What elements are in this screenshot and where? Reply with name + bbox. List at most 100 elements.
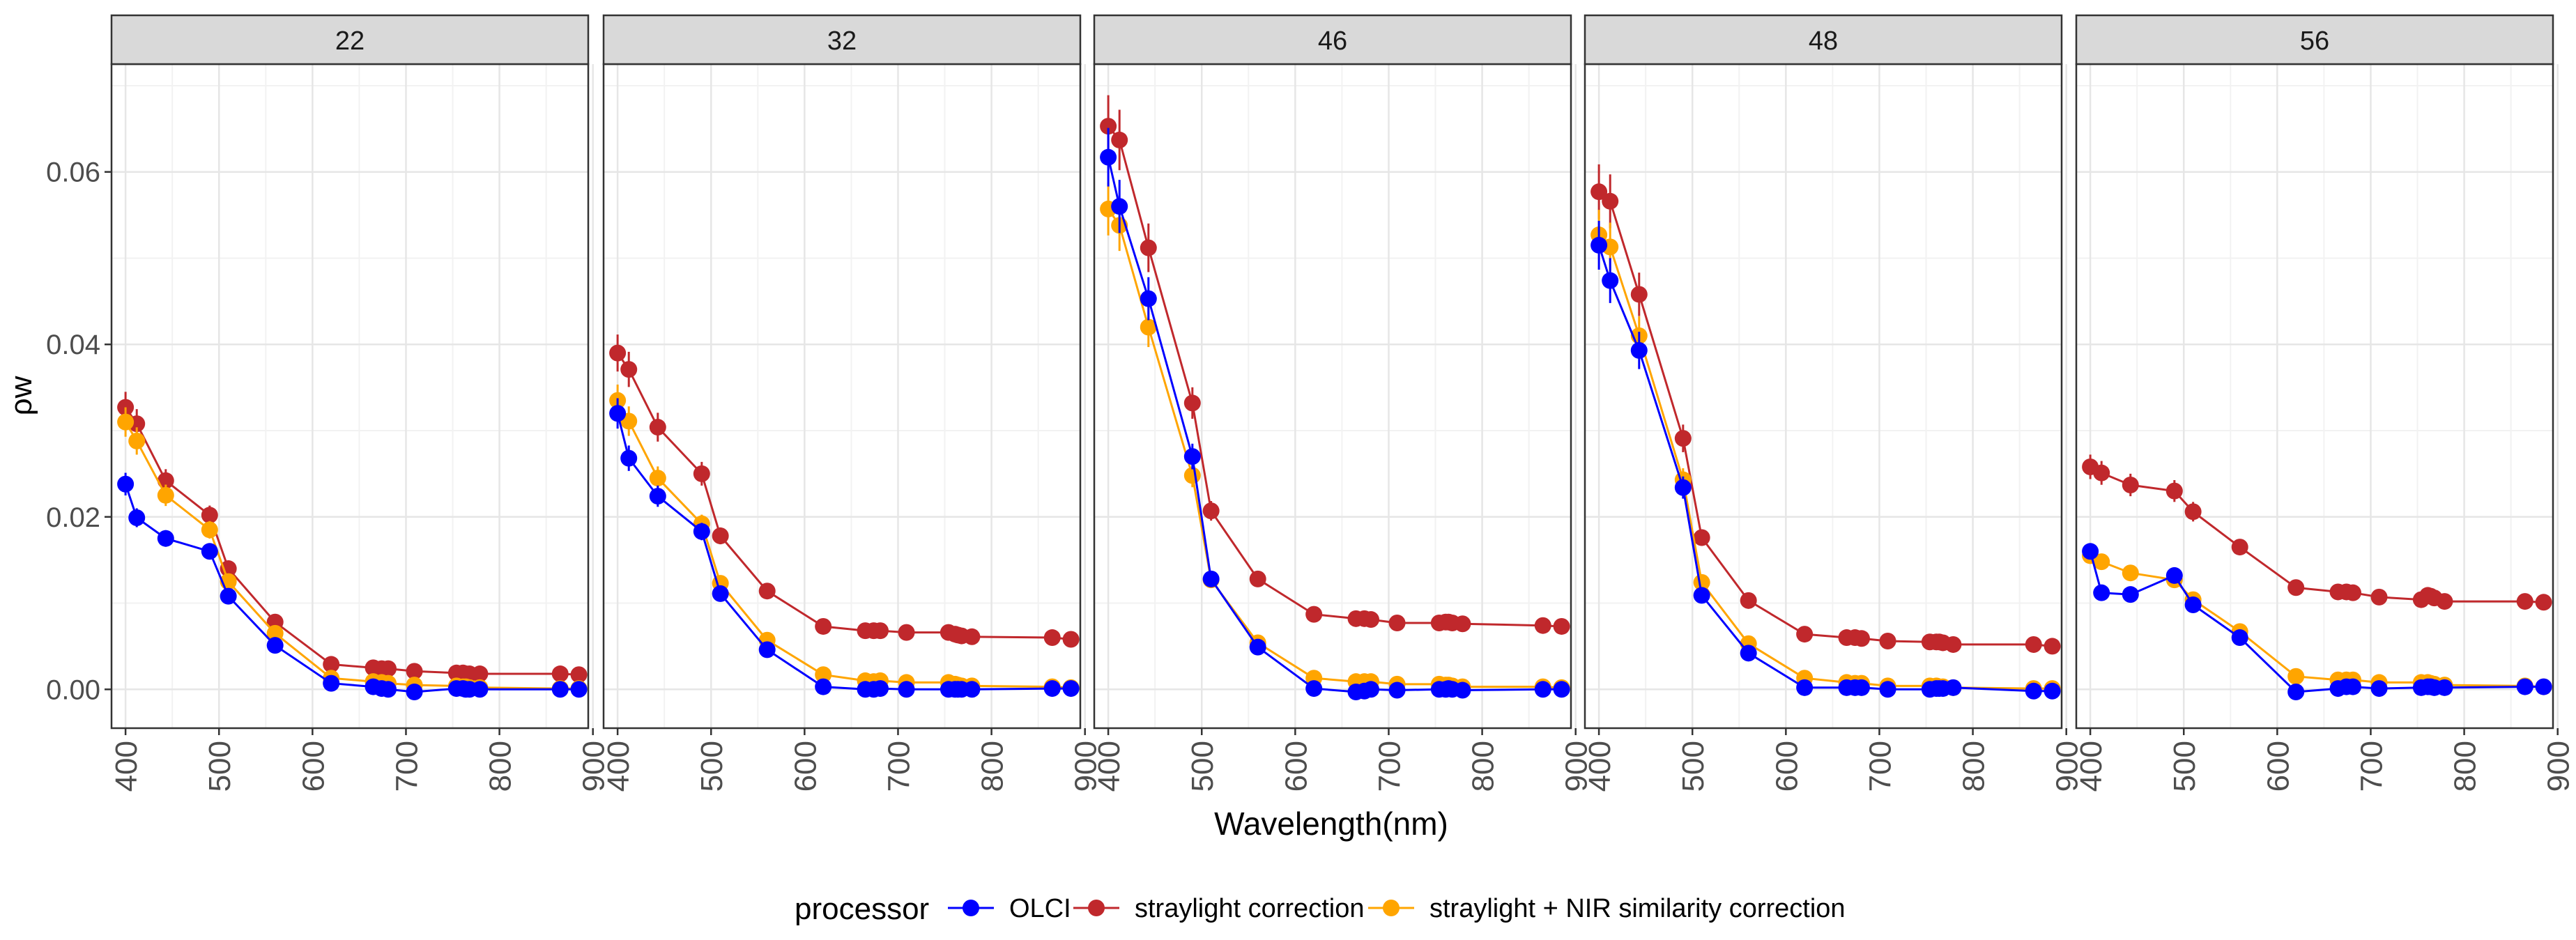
data-point — [2370, 588, 2388, 606]
data-point — [1693, 573, 1710, 591]
x-tick-label: 900 — [2542, 741, 2576, 792]
facet-strip — [2075, 14, 2554, 66]
data-point — [1674, 430, 1692, 447]
data-point — [2370, 680, 2388, 698]
data-point — [1043, 680, 1061, 698]
data-point — [1590, 183, 1608, 201]
data-point — [1945, 679, 1962, 696]
data-point — [1100, 148, 1117, 166]
x-tick-label: 600 — [788, 741, 822, 792]
data-point — [1062, 631, 1080, 648]
data-point — [1945, 635, 1962, 653]
data-point — [1693, 529, 1710, 546]
data-point — [1043, 629, 1061, 647]
data-point — [649, 470, 666, 487]
data-point — [201, 507, 218, 524]
x-tick-label: 800 — [484, 741, 518, 792]
data-point — [117, 475, 135, 493]
data-point — [1305, 606, 1323, 623]
x-tick-label: 800 — [1957, 741, 1991, 792]
data-point — [1630, 286, 1648, 303]
data-point — [1140, 239, 1157, 256]
data-point — [157, 472, 174, 489]
data-point — [620, 449, 638, 467]
data-point — [220, 587, 237, 605]
y-axis: 0.00 0.02 0.04 0.06 — [46, 157, 112, 705]
data-point — [117, 413, 135, 431]
data-point — [1183, 448, 1201, 465]
data-point — [570, 681, 588, 698]
data-point — [1693, 587, 1710, 604]
data-point — [128, 509, 146, 527]
panel-background — [112, 64, 588, 728]
data-point — [2025, 682, 2042, 700]
data-point — [2044, 638, 2061, 655]
data-point — [1111, 198, 1128, 215]
x-tick-label: 800 — [1466, 741, 1501, 792]
x-tick-label: 600 — [1770, 741, 1804, 792]
legend-key-point — [1088, 900, 1105, 916]
data-point — [201, 543, 218, 560]
data-point — [1305, 680, 1323, 698]
facet-strip-label: 56 — [2300, 26, 2329, 56]
data-point — [815, 678, 832, 695]
y-tick-label: 0.00 — [46, 675, 100, 705]
x-tick-label: 400 — [601, 741, 636, 792]
y-tick-label: 0.02 — [46, 502, 100, 533]
data-point — [2287, 579, 2305, 596]
legend-entry-label: straylight correction — [1135, 894, 1364, 923]
data-point — [2516, 678, 2533, 695]
data-point — [1796, 679, 1814, 696]
facet-panel-56: 56 400 500 600 700 800 900 — [2074, 14, 2576, 792]
legend-title: processor — [795, 892, 929, 926]
x-tick-label: 900 — [1069, 741, 1103, 792]
facet-strip — [110, 14, 590, 66]
facet-strip-label: 32 — [827, 26, 857, 56]
legend-entry-label: straylight + NIR similarity correction — [1429, 894, 1846, 923]
data-point — [323, 656, 340, 673]
x-tick-label: 500 — [1676, 741, 1710, 792]
panel-background — [2076, 64, 2553, 728]
data-point — [1100, 118, 1117, 135]
data-point — [1249, 570, 1266, 587]
legend: processor OLCI straylight correction strayl… — [795, 892, 1846, 926]
data-point — [2436, 593, 2453, 610]
data-point — [2122, 476, 2139, 493]
data-point — [1590, 236, 1608, 254]
data-point — [1183, 467, 1201, 484]
data-point — [2165, 482, 2183, 500]
x-tick-label: 500 — [2168, 741, 2202, 792]
data-point — [758, 641, 776, 658]
x-tick-label: 900 — [1560, 741, 1594, 792]
data-point — [898, 624, 915, 641]
x-tick-label: 500 — [1186, 741, 1220, 792]
x-tick-label: 600 — [296, 741, 330, 792]
data-point — [1202, 570, 1220, 587]
data-point — [693, 465, 710, 482]
data-point — [1740, 645, 1757, 662]
data-point — [1602, 192, 1619, 210]
data-point — [2344, 584, 2361, 601]
data-point — [758, 583, 776, 600]
data-point — [1630, 341, 1648, 359]
data-point — [1853, 630, 1870, 647]
data-point — [266, 637, 284, 654]
facet-panel-48: 48 400 500 600 700 800 900 — [1583, 14, 2085, 792]
facet-strip-label: 48 — [1809, 26, 1838, 56]
data-point — [1454, 681, 1471, 699]
facet-strip — [1584, 14, 2063, 66]
x-tick-label: 700 — [1372, 741, 1406, 792]
data-point — [2184, 503, 2202, 521]
data-point — [323, 675, 340, 692]
data-point — [1853, 679, 1870, 696]
data-point — [379, 681, 397, 698]
data-point — [2287, 668, 2305, 685]
data-point — [712, 585, 729, 602]
x-tick-label: 700 — [882, 741, 916, 792]
data-point — [406, 663, 423, 680]
data-point — [1796, 626, 1814, 643]
data-point — [609, 344, 627, 362]
data-point — [2093, 553, 2110, 571]
data-point — [2122, 586, 2139, 603]
